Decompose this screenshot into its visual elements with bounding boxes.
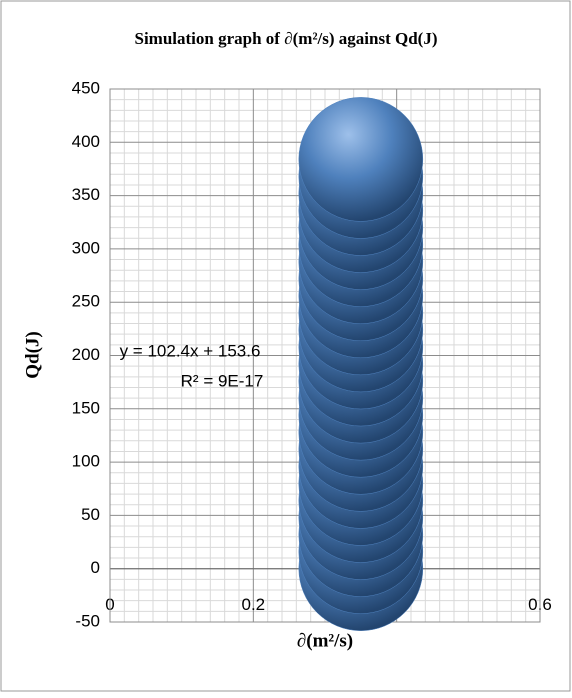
chart-title: Simulation graph of ∂(m²/s) against Qd(J…: [135, 29, 438, 48]
chart: -5005010015020025030035040045000.20.40.6…: [0, 0, 572, 693]
y-tick-label: -50: [75, 611, 100, 630]
y-tick-label: 50: [81, 505, 100, 524]
r-squared: R² = 9E-17: [181, 371, 264, 390]
x-tick-label: 0.2: [242, 595, 266, 614]
y-tick-label: 350: [72, 185, 100, 204]
y-tick-label: 300: [72, 238, 100, 257]
y-tick-label: 450: [72, 78, 100, 97]
y-tick-label: 0: [91, 558, 100, 577]
y-tick-label: 250: [72, 292, 100, 311]
bubble: [299, 97, 423, 221]
x-axis-label: ∂(m²/s): [297, 630, 353, 651]
marks: [299, 97, 423, 630]
y-tick-label: 150: [72, 398, 100, 417]
y-axis-label: Qd(J): [22, 331, 43, 379]
y-tick-label: 100: [72, 452, 100, 471]
y-tick-label: 400: [72, 132, 100, 151]
trendline-equation: y = 102.4x + 153.6: [120, 341, 261, 360]
y-tick-label: 200: [72, 345, 100, 364]
